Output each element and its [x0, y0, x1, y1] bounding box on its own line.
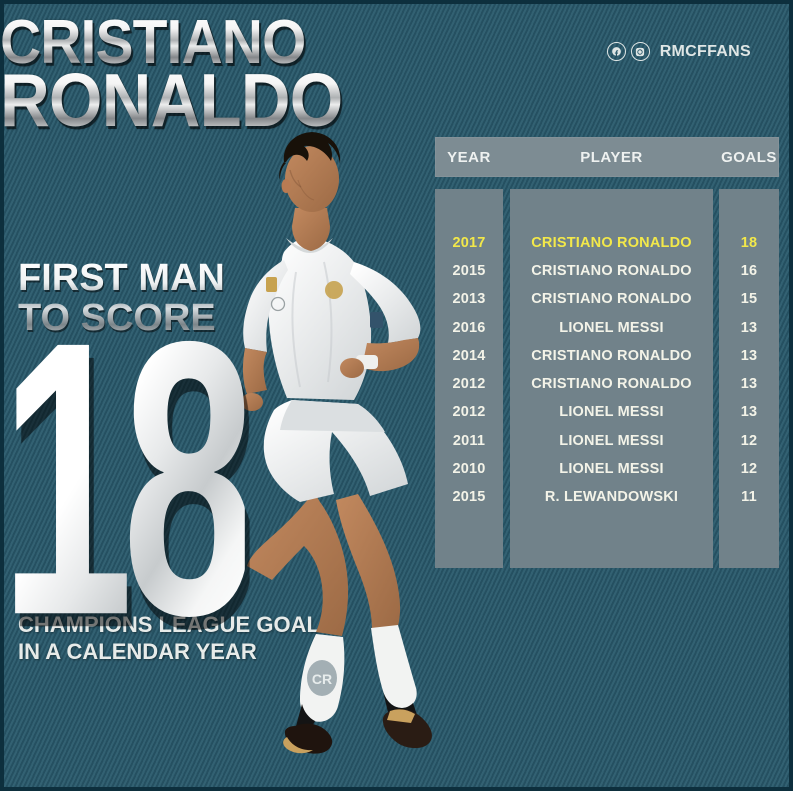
svg-text:CR: CR	[312, 671, 332, 687]
